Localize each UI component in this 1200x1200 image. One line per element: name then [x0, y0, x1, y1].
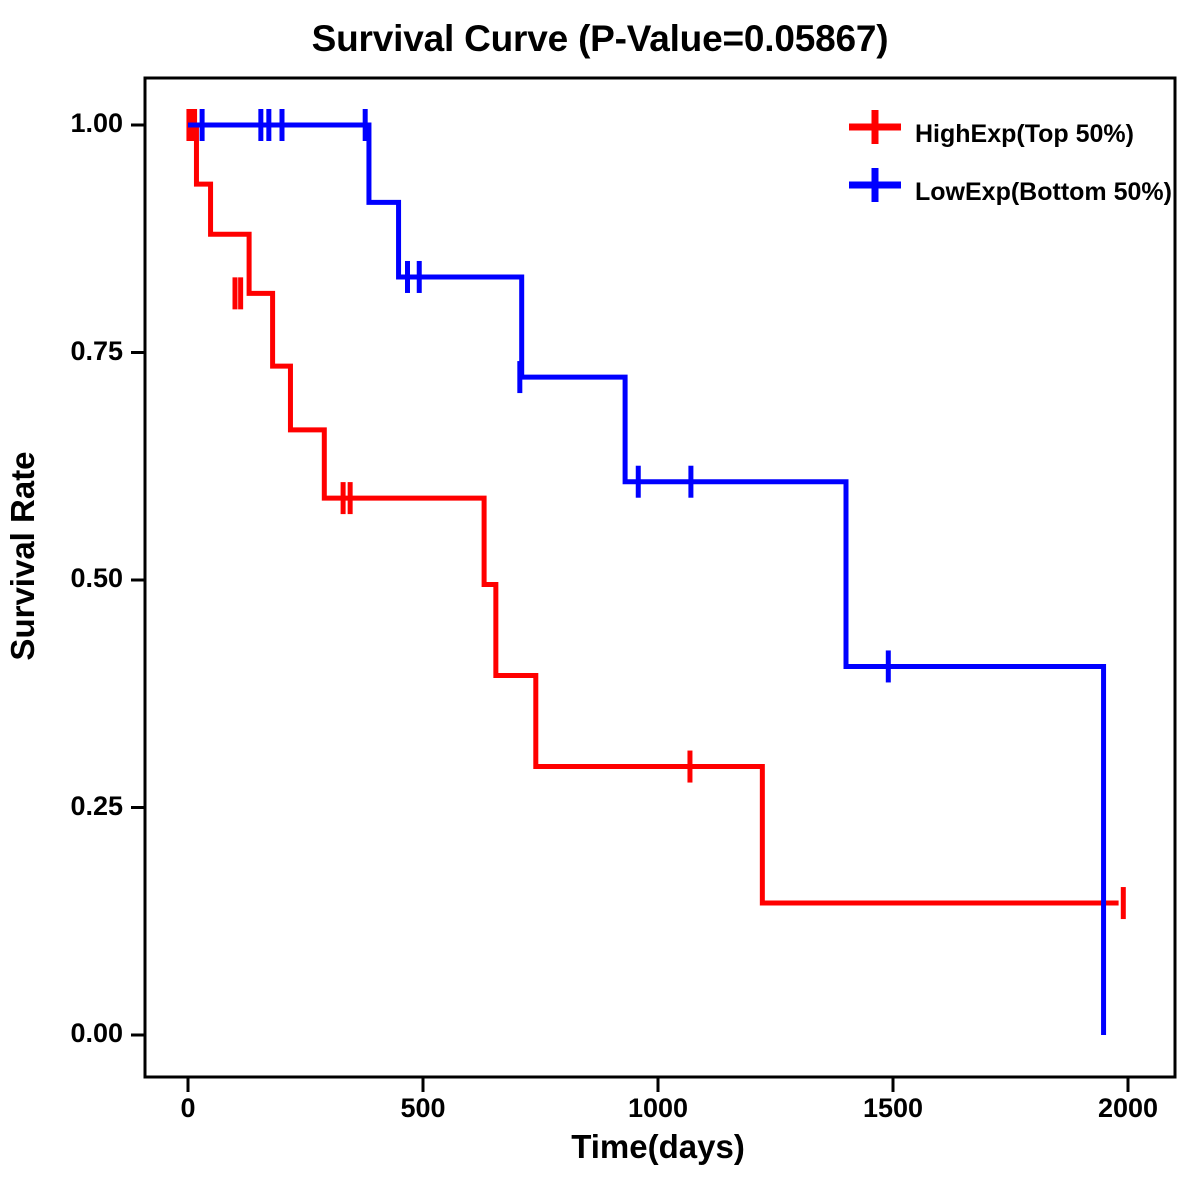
x-axis-ticks	[186, 1077, 1130, 1092]
x-tick-label: 1500	[862, 1093, 924, 1123]
y-tick-label: 0.00	[70, 1018, 123, 1048]
legend-label-0: HighExp(Top 50%)	[915, 120, 1134, 148]
y-tick-label: 1.00	[70, 108, 123, 138]
y-tick-label: 0.75	[70, 335, 123, 366]
censor-marks-1	[199, 109, 891, 683]
y-axis-ticks	[131, 123, 145, 1037]
x-tick-label: 1000	[627, 1093, 689, 1123]
x-axis-label: Time(days)	[571, 1128, 745, 1165]
legend-label-1: LowExp(Bottom 50%)	[915, 178, 1172, 206]
page-title: Survival Curve (P-Value=0.05867)	[311, 18, 889, 59]
y-tick-label: 0.50	[70, 563, 123, 593]
x-tick-label: 500	[400, 1093, 446, 1123]
y-tick-label: 0.25	[70, 790, 123, 821]
legend-marks	[849, 110, 901, 202]
x-tick-label: 2000	[1097, 1093, 1159, 1123]
plot-frame	[143, 76, 1177, 1079]
survival-step-line-0	[188, 122, 1119, 906]
series-layer	[186, 109, 1126, 1035]
x-tick-label: 0	[180, 1093, 196, 1123]
